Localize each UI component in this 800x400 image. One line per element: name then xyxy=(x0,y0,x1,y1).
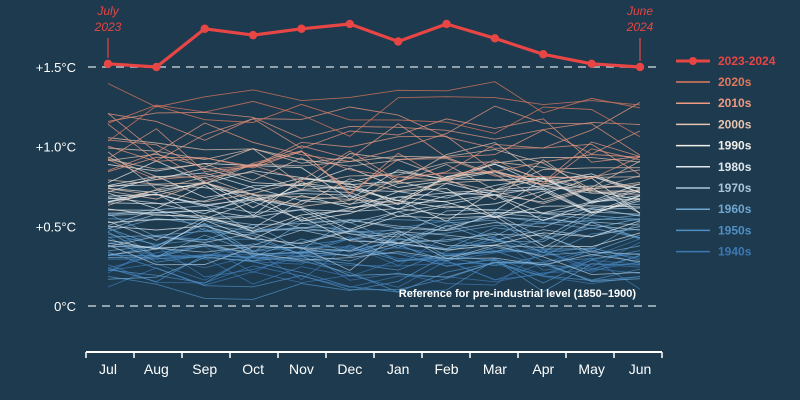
x-tick-label: Feb xyxy=(434,361,458,377)
decade-line-1980s xyxy=(107,187,641,231)
decade-line-1980s xyxy=(107,215,641,250)
decade-line-2000s xyxy=(107,156,641,204)
legend-label: 1960s xyxy=(718,202,752,216)
annotation-line-1: June xyxy=(626,4,653,18)
y-tick-label: +0.5°C xyxy=(36,219,76,234)
legend-label: 2020s xyxy=(718,75,752,89)
series-point xyxy=(490,34,500,43)
series-point xyxy=(539,50,548,59)
decade-line-2010s xyxy=(107,148,641,185)
decade-line-1950s xyxy=(107,236,641,267)
decade-line-1990s xyxy=(107,167,641,190)
annotation-line-2: 2023 xyxy=(94,20,122,34)
series-point xyxy=(345,19,355,29)
decade-line-1970s xyxy=(107,232,641,257)
y-tick-label: +1.5°C xyxy=(36,60,76,75)
series-point xyxy=(442,19,451,29)
series-point xyxy=(297,24,306,33)
legend-label: 2000s xyxy=(718,117,752,131)
legend-label: 1950s xyxy=(718,223,752,237)
series-point xyxy=(200,24,209,33)
decade-line-1980s xyxy=(107,185,641,222)
x-tick-label: Mar xyxy=(483,361,507,377)
legend-label: 1980s xyxy=(718,160,752,174)
x-tick-label: May xyxy=(578,361,604,377)
decade-line-1990s xyxy=(107,181,641,214)
decade-line-1970s xyxy=(107,221,641,253)
decade-line-1980s xyxy=(107,188,641,218)
decade-line-2010s xyxy=(107,105,641,162)
x-tick-label: Sep xyxy=(192,361,217,377)
decade-line-1940s xyxy=(107,256,641,285)
decade-line-2010s xyxy=(107,139,641,182)
reference-label: Reference for pre-industrial level (1850… xyxy=(399,288,637,300)
decade-line-2010s xyxy=(107,102,641,149)
series-point xyxy=(393,37,403,46)
decade-line-2000s xyxy=(107,175,641,206)
legend-label: 2010s xyxy=(718,96,752,110)
x-tick-label: Jan xyxy=(387,361,410,377)
decade-line-1950s xyxy=(107,254,641,300)
legend-label: 1970s xyxy=(718,181,752,195)
legend: 2023-2024 2020s 2010s 2000s 1990s 1980s 1970s 1… xyxy=(676,54,776,259)
decade-line-2000s xyxy=(107,137,641,179)
series-point xyxy=(635,62,645,72)
decade-line-2010s xyxy=(107,123,641,173)
y-tick-label: 0°C xyxy=(54,299,76,314)
decade-line-1950s xyxy=(107,236,641,271)
decade-line-1960s xyxy=(107,214,641,236)
decade-line-1980s xyxy=(107,216,641,251)
x-tick-label: Aug xyxy=(144,361,169,377)
series-point xyxy=(587,59,596,69)
legend-label: 1940s xyxy=(718,245,752,259)
series-point xyxy=(248,30,258,40)
decade-line-1950s xyxy=(107,227,641,267)
x-tick-label: Jun xyxy=(629,361,652,377)
decade-line-2010s xyxy=(107,150,641,194)
decade-line-1970s xyxy=(107,232,641,276)
decade-line-1990s xyxy=(107,177,641,222)
x-tick-label: Jul xyxy=(99,361,117,377)
x-tick-label: Apr xyxy=(532,361,554,377)
annotation-line-1: July xyxy=(96,4,119,18)
decade-line-1970s xyxy=(107,243,641,266)
x-tick-label: Dec xyxy=(337,361,362,377)
decade-line-1960s xyxy=(107,213,641,251)
legend-label: 2023-2024 xyxy=(718,54,776,68)
series-point xyxy=(103,59,113,69)
y-tick-label: +1.0°C xyxy=(36,140,76,155)
decade-line-2000s xyxy=(107,147,641,186)
decade-line-2000s xyxy=(107,159,641,207)
decade-line-1990s xyxy=(107,171,641,216)
decade-line-1960s xyxy=(107,230,641,262)
x-tick-label: Nov xyxy=(289,361,314,377)
legend-label: 1990s xyxy=(718,139,752,153)
annotation-line-2: 2024 xyxy=(626,20,654,34)
x-axis: Jul Aug Sep Oct Nov Dec Jan Feb Mar Apr May Jun xyxy=(85,351,663,377)
highlight-series-group xyxy=(103,19,645,72)
series-point xyxy=(152,62,161,72)
decade-line-2020s xyxy=(107,96,641,137)
decade-line-2010s xyxy=(107,118,641,163)
decade-line-1960s xyxy=(107,221,641,258)
annotations-group: July 2023 June 2024 xyxy=(94,4,654,61)
y-axis: 0°C +0.5°C +1.0°C +1.5°C xyxy=(36,60,76,314)
decade-line-2010s xyxy=(107,111,641,140)
decade-lines-group xyxy=(107,81,641,300)
decade-line-2020s xyxy=(107,103,641,142)
legend-marker xyxy=(689,57,697,65)
decade-line-1960s xyxy=(107,255,641,282)
decade-line-2020s xyxy=(107,81,641,114)
decade-line-2010s xyxy=(107,135,641,173)
x-tick-label: Oct xyxy=(242,361,264,377)
series-line-2023-2024 xyxy=(107,22,641,69)
decade-line-1950s xyxy=(107,250,641,293)
reference-lines-group: Reference for pre-industrial level (1850… xyxy=(88,66,662,307)
decade-line-2000s xyxy=(107,148,641,191)
